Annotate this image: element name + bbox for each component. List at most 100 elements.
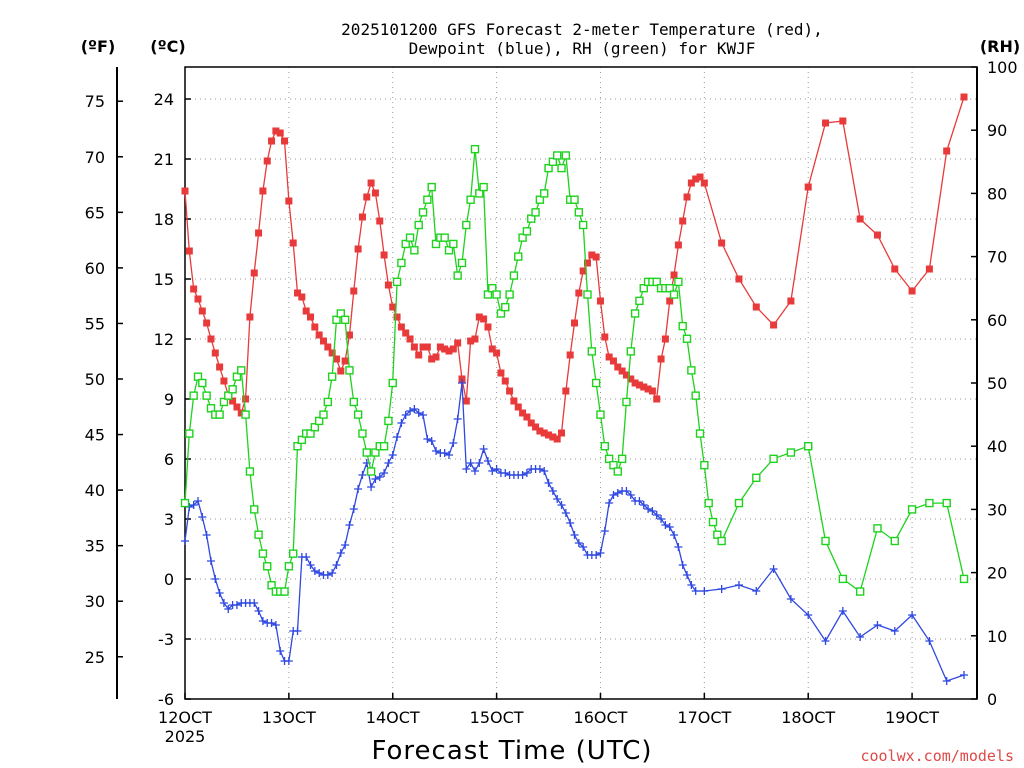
temperature-point (211, 349, 219, 357)
rh-point (332, 315, 341, 324)
x-tick-label: 17OCT (677, 708, 731, 727)
fahrenheit-tick-label: 45 (85, 426, 105, 445)
dewpoint-point (579, 543, 588, 551)
dewpoint-point (488, 467, 497, 475)
fahrenheit-tick-label: 55 (85, 314, 105, 333)
fahrenheit-tick-label: 65 (85, 203, 105, 222)
rh-point (392, 277, 402, 287)
rh-point (206, 404, 216, 413)
temperature-point (380, 251, 388, 259)
temperature-point (436, 343, 444, 351)
dewpoint-point (596, 549, 605, 557)
temperature-point (332, 355, 340, 363)
dewpoint-point (622, 487, 631, 495)
dewpoint-point (960, 671, 969, 679)
temperature-point (475, 313, 483, 321)
temperature-point (822, 119, 830, 127)
temperature-point (337, 367, 345, 375)
dewpoint-point (206, 557, 215, 565)
rh-point (609, 460, 618, 470)
rh-point (617, 454, 627, 464)
rh-point (280, 587, 289, 596)
fahrenheit-tick-label: 70 (85, 148, 105, 167)
dewpoint-point (544, 479, 553, 487)
temperature-point (298, 293, 306, 301)
rh-point (907, 505, 917, 514)
rh-point (873, 524, 882, 533)
x-tick-label: 15OCT (470, 708, 524, 727)
rh-point (427, 182, 436, 192)
temperature-point (281, 137, 289, 145)
temperature-point (393, 313, 401, 321)
temperature-point (514, 403, 522, 411)
temperature-point (609, 357, 617, 365)
temperature-point (635, 381, 643, 389)
rh-point (695, 429, 705, 438)
dewpoint-point (302, 553, 311, 561)
temperature-point (579, 267, 587, 275)
rh-point (306, 429, 315, 438)
temperature-point (389, 303, 397, 311)
rh-point (540, 189, 549, 198)
dewpoint-point (522, 469, 531, 477)
rh-point (297, 435, 307, 445)
dewpoint-point (804, 611, 813, 619)
temperature-point (596, 297, 604, 305)
rh-point (250, 505, 259, 514)
temperature-point (415, 351, 423, 359)
dewpoint-point (453, 415, 462, 423)
rh-point (384, 416, 393, 426)
rh-point (561, 151, 571, 160)
rh-point (665, 284, 674, 293)
rh-point (397, 258, 406, 268)
rh-point (431, 239, 441, 249)
rh-point (414, 220, 423, 230)
dewpoint-point (457, 379, 466, 387)
temperature-point (583, 259, 591, 267)
dewpoint-point (306, 561, 315, 569)
temperature-point (519, 409, 527, 417)
rh-point (687, 366, 696, 375)
rh-point (349, 397, 358, 407)
dewpoint-point (518, 471, 527, 479)
temperature-point (670, 271, 678, 279)
dewpoint-point (232, 601, 241, 609)
dewpoint-point (717, 585, 726, 593)
rh-point (388, 378, 397, 388)
rh-point (704, 498, 713, 508)
rh-point (488, 284, 497, 293)
temperature-point (622, 371, 630, 379)
rh-tick-label: 100 (987, 58, 1018, 77)
temperature-point (679, 217, 687, 225)
rh-point (700, 460, 709, 470)
temperature-point (402, 329, 410, 337)
rh-point (544, 163, 553, 173)
axis-ticks: -6 -3 0 3 6 9 12 15 18 21 24 25 30 35 40 45 50 55 60 65 70 75… (85, 58, 1018, 746)
dewpoint-point (470, 467, 479, 475)
temperature-point (311, 323, 319, 331)
temperature-point (203, 319, 211, 327)
dewpoint-point (557, 501, 566, 509)
temperature-point (943, 147, 951, 155)
dewpoint-point (873, 621, 882, 629)
temperature-point (839, 117, 847, 125)
dewpoint-point (284, 657, 293, 665)
temperature-point (631, 379, 639, 387)
rh-point (185, 429, 194, 438)
celsius-tick-label: 18 (154, 210, 174, 229)
dewpoint-point (786, 595, 795, 603)
rh-point (496, 309, 506, 318)
rh-point (855, 587, 865, 596)
x-tick-label: 18OCT (781, 708, 835, 727)
chart-title-line2: Dewpoint (blue), RH (green) for KWJF (409, 39, 756, 58)
rh-point (449, 239, 458, 249)
dewpoint-point (657, 515, 666, 523)
temperature-point (700, 179, 708, 187)
dewpoint-point (224, 605, 233, 613)
temperature-point (687, 179, 695, 187)
temperature-point (661, 335, 669, 343)
rh-point (838, 574, 848, 584)
dewpoint-point (769, 565, 778, 573)
rh-point (288, 549, 298, 558)
